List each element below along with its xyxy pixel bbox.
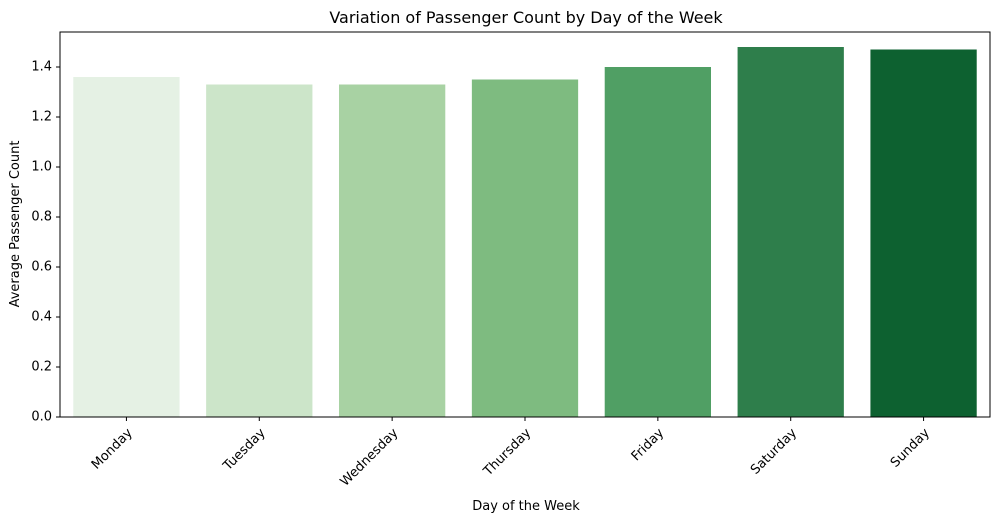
x-tick-label: Wednesday [338,425,402,489]
x-tick-label: Tuesday [220,425,269,474]
x-tick-label: Sunday [888,425,933,470]
y-tick-label: 1.4 [31,60,52,75]
y-axis-label: Average Passenger Count [8,141,23,308]
bar-saturday [737,47,844,417]
y-tick-label: 0.8 [31,210,52,225]
y-tick-label: 0.0 [31,410,52,425]
bar-wednesday [339,84,446,417]
bar-tuesday [206,84,313,417]
x-axis: Monday Tuesday Wednesday Thursday Friday Satu… [89,417,933,490]
bar-monday [73,77,180,417]
y-tick-label: 0.2 [31,360,52,375]
y-tick-label: 0.6 [31,260,52,275]
x-tick-label: Monday [89,425,136,472]
bars-group [73,47,977,417]
bar-thursday [471,79,579,417]
y-tick-label: 1.0 [31,160,52,175]
x-tick-label: Thursday [480,425,534,479]
y-tick-label: 0.4 [31,310,52,325]
bar-friday [604,67,711,417]
bar-sunday [870,49,977,417]
y-axis: 0.0 0.2 0.4 0.6 0.8 1.0 1.2 1.4 [31,60,60,425]
x-tick-label: Friday [629,425,668,464]
x-axis-label: Day of the Week [472,499,580,514]
x-tick-label: Saturday [748,425,800,477]
chart-title: Variation of Passenger Count by Day of t… [329,8,723,27]
y-tick-label: 1.2 [31,110,52,125]
plot-frame [59,31,991,418]
